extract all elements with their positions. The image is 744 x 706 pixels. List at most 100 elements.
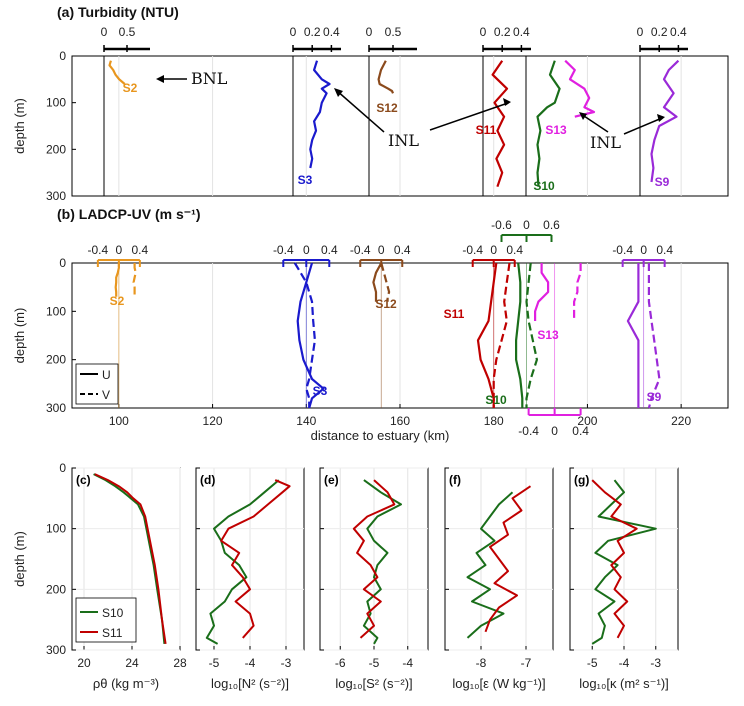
panel-b-ytick-label: 100 (46, 304, 66, 318)
legend-label-u: U (102, 368, 111, 382)
panel-a-ytick-label: 100 (46, 96, 66, 110)
v-profile-s12 (380, 262, 391, 302)
u-profile-s13 (533, 263, 550, 321)
panel-c-ytick-label: 100 (46, 522, 66, 536)
velocity-scale-label: 0.4 (506, 243, 523, 257)
velocity-scale-label: -0.4 (88, 243, 109, 257)
velocity-station-label: S9 (647, 390, 662, 404)
profile-s10 (591, 479, 657, 645)
turbidity-profile-s3 (309, 60, 331, 169)
velocity-scale-label: 0.4 (321, 243, 338, 257)
panel-f: -8 -7 (f) log₁₀[ε (W kg⁻¹)] (444, 467, 554, 691)
v-profile-s3 (293, 262, 316, 408)
turbidity-profile-s9 (650, 59, 680, 183)
profile-s11 (220, 479, 291, 639)
velocity-scale-label: -0.6 (491, 218, 512, 232)
panel-b-xtick-label: 120 (203, 414, 223, 428)
turbidity-scale-label: 0.4 (323, 25, 340, 39)
panel-b-ylabel: depth (m) (12, 308, 27, 364)
velocity-scale-label: 0 (551, 424, 558, 438)
u-profile-s9 (626, 263, 640, 408)
turbidity-scale-label: 0.2 (494, 25, 511, 39)
turbidity-scale-label: 0.2 (651, 25, 668, 39)
velocity-scale-label: 0.6 (543, 218, 560, 232)
legend-label-v: V (102, 388, 110, 402)
panel-c-ytick-label: 0 (59, 461, 66, 475)
panel-c: 20 24 28 0 100 200 300 depth (m) (c) ρθ (kg m⁻³) S… (12, 461, 187, 691)
panel-d: -5 -4 -3 (d) log₁₀[N² (s⁻²)] (195, 467, 305, 691)
velocity-scale-label: 0.4 (132, 243, 149, 257)
panel-b-xtick-label: 200 (577, 414, 597, 428)
v-profile-s10 (525, 262, 539, 408)
velocity-scale-label: 0.4 (656, 243, 673, 257)
panel-g-xlabel: log₁₀[κ (m² s⁻¹)] (579, 676, 669, 691)
annotation-arrowhead (503, 98, 511, 106)
panel-b-ytick-label: 200 (46, 353, 66, 367)
velocity-scale-label: 0 (303, 243, 310, 257)
annotation-inl: INL (590, 133, 621, 152)
panel-a-ylabel: depth (m) (12, 98, 27, 154)
turbidity-profile-s10 (536, 60, 561, 187)
annotation-arrow (623, 117, 663, 135)
panel-c-ytick-label: 200 (46, 582, 66, 596)
turbidity-profile-s11 (491, 60, 509, 188)
turbidity-station-label: S3 (298, 173, 313, 187)
panel-c-title: (c) (76, 473, 91, 487)
legend-box (75, 363, 119, 405)
profile-s10 (362, 479, 402, 645)
turbidity-scale-label: 0 (637, 25, 644, 39)
panel-c-xlabel: ρθ (kg m⁻³) (93, 676, 159, 691)
annotation-arrowhead (156, 75, 164, 83)
turbidity-scale-label: 0 (101, 25, 108, 39)
panel-f-title: (f) (449, 473, 461, 487)
panel-e-xtick-label: -5 (369, 656, 380, 670)
turbidity-scale-label: 0.4 (670, 25, 687, 39)
profile-s11 (352, 479, 396, 639)
velocity-scale-label: 0 (640, 243, 647, 257)
velocity-station-label: S12 (375, 297, 397, 311)
panel-g-title: (g) (574, 473, 589, 487)
panel-b-xtick-label: 180 (484, 414, 504, 428)
annotation-arrow (335, 89, 385, 133)
u-profile-s11 (476, 262, 498, 408)
panel-c-ylabel: depth (m) (12, 531, 27, 587)
panel-b-xtick-label: 140 (296, 414, 316, 428)
velocity-scale-label: 0.4 (572, 424, 589, 438)
turbidity-scale-label: 0 (366, 25, 373, 39)
panel-a-ytick-label: 0 (59, 49, 66, 63)
profile-s11 (94, 473, 167, 645)
velocity-scale-label: 0 (490, 243, 497, 257)
panel-g-xtick-label: -3 (650, 656, 661, 670)
turbidity-station-label: S11 (476, 123, 497, 137)
panel-d-xlabel: log₁₀[N² (s⁻²)] (211, 676, 289, 691)
v-profile-s9 (647, 263, 661, 409)
panel-e-xtick-label: -6 (335, 656, 346, 670)
panel-e-title: (e) (324, 473, 339, 487)
u-profile-s2 (114, 263, 121, 297)
velocity-scale-label: -0.4 (462, 243, 483, 257)
annotation-bnl: BNL (191, 69, 228, 88)
panel-a-ytick-label: 300 (46, 189, 66, 203)
turbidity-scale-label: 0.5 (119, 25, 136, 39)
annotation-arrowhead (657, 114, 665, 122)
velocity-scale-label: 0 (116, 243, 123, 257)
annotation-inl: INL (388, 131, 419, 150)
profile-s11 (591, 479, 638, 639)
panel-e-xtick-label: -4 (402, 656, 413, 670)
panel-e: -6 -5 -4 (e) log₁₀[S² (s⁻²)] (319, 467, 429, 691)
panel-b-xlabel: distance to estuary (km) (311, 428, 450, 443)
profile-s10 (93, 473, 166, 644)
turbidity-station-label: S12 (376, 101, 398, 115)
velocity-scale-label: -0.4 (518, 424, 539, 438)
panel-b-ytick-label: 300 (46, 401, 66, 415)
panel-a-ytick-label: 200 (46, 142, 66, 156)
velocity-scale-label: 0 (378, 243, 385, 257)
turbidity-profile-s13 (564, 59, 596, 118)
u-profile-s3 (296, 262, 325, 409)
v-profile-s13 (572, 263, 582, 321)
annotation-arrow (580, 113, 609, 133)
velocity-scale-label: -0.4 (612, 243, 633, 257)
